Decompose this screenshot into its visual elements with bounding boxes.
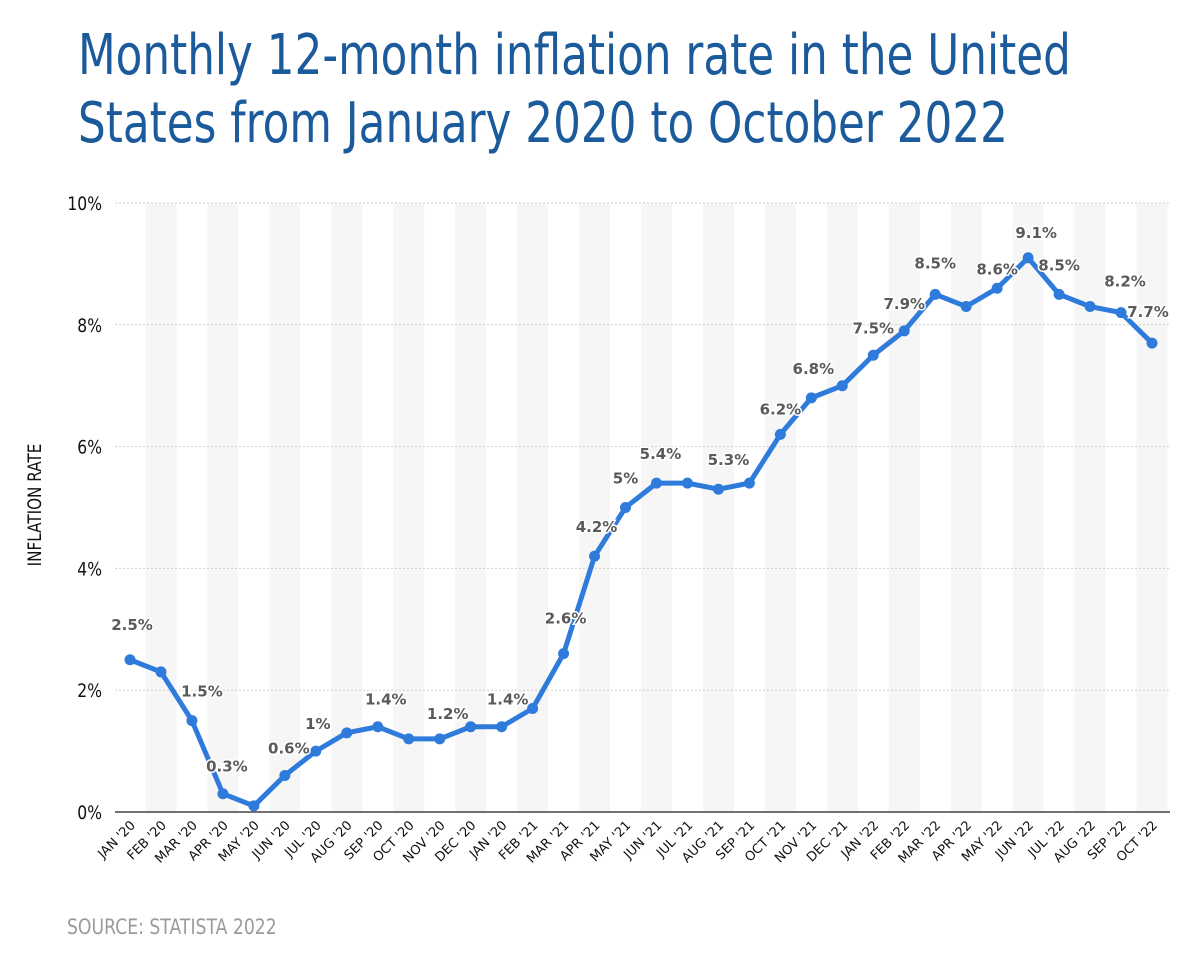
data-point [496, 721, 508, 733]
data-label: 1.5% [181, 683, 223, 701]
data-point [836, 380, 848, 392]
data-point [620, 502, 632, 513]
data-label: 8.5% [1038, 256, 1080, 274]
data-point [867, 349, 879, 361]
background-stripe [702, 203, 734, 812]
data-point [403, 733, 415, 745]
data-point [527, 702, 539, 714]
data-point [310, 745, 322, 757]
data-point [681, 477, 693, 489]
data-point [1115, 307, 1127, 319]
data-label: 5.4% [640, 445, 682, 463]
data-point [372, 721, 384, 733]
data-point [774, 428, 786, 440]
background-stripe [331, 203, 363, 812]
data-label: 4.2% [576, 518, 618, 536]
data-label: 1.4% [487, 691, 529, 709]
data-label: 5% [613, 470, 638, 488]
background-stripe [455, 203, 487, 812]
data-point [960, 301, 972, 313]
source-note: SOURCE: STATISTA 2022 [67, 915, 277, 939]
data-point [465, 721, 477, 733]
background-stripe [393, 203, 425, 812]
data-label: 1.2% [427, 705, 469, 723]
background-stripe [1012, 203, 1044, 812]
data-point [1053, 288, 1065, 300]
data-label: 2.6% [545, 610, 587, 628]
background-stripe [950, 203, 982, 812]
background-stripe [579, 203, 611, 812]
data-label: 0.3% [206, 758, 248, 776]
y-tick-label: 4% [77, 559, 102, 581]
y-tick-label: 8% [77, 315, 102, 337]
data-label: 8.5% [914, 254, 956, 272]
data-label: 1% [305, 715, 330, 733]
data-point [929, 288, 941, 300]
data-label: 5.3% [708, 451, 750, 469]
data-point [155, 666, 167, 678]
y-axis-ticks: 0% 2% 4% 6% 8% 10% [67, 194, 102, 825]
data-label: 8.6% [976, 260, 1018, 278]
background-stripe [207, 203, 239, 812]
background-stripe [1074, 203, 1106, 812]
background-stripe [517, 203, 549, 812]
data-point [805, 392, 817, 404]
data-point [186, 715, 198, 727]
data-labels: 2.5% 1.5% 0.3% 0.6% 1% 1.4% 1.2% 1.4% 2.6% 4.2% 5%… [110, 222, 1171, 777]
data-point [1146, 337, 1158, 349]
data-point [991, 282, 1003, 294]
data-label: 2.5% [111, 616, 153, 634]
data-label: 8.2% [1104, 273, 1146, 291]
data-label: 1.4% [365, 691, 407, 709]
data-label: 7.9% [883, 295, 925, 313]
data-point [898, 325, 910, 337]
data-point [712, 483, 724, 495]
data-label: 9.1% [1015, 224, 1057, 242]
data-point [743, 477, 755, 489]
data-label: 7.7% [1127, 303, 1169, 321]
data-point [279, 769, 291, 781]
data-points [124, 252, 1158, 812]
series-line-inflation [129, 255, 1154, 809]
y-tick-label: 6% [77, 437, 102, 459]
data-label: 6.2% [760, 400, 802, 418]
data-point [589, 550, 601, 562]
y-tick-label: 0% [77, 803, 102, 825]
data-point [1084, 301, 1096, 313]
data-point [248, 800, 260, 812]
data-point [341, 727, 353, 739]
background-stripe [641, 203, 672, 812]
y-tick-label: 10% [67, 194, 102, 216]
data-label: 0.6% [268, 739, 310, 757]
data-point [650, 477, 662, 489]
background-stripes [145, 203, 1168, 812]
background-stripe [888, 203, 920, 812]
data-point [124, 654, 136, 666]
data-point [217, 788, 229, 800]
y-tick-label: 2% [77, 681, 102, 703]
data-label: 7.5% [852, 319, 894, 337]
background-stripe [1136, 203, 1168, 812]
background-stripe [764, 203, 796, 812]
background-stripe [826, 203, 858, 812]
data-point [434, 733, 446, 745]
background-stripe [145, 203, 177, 812]
background-stripe [269, 203, 301, 812]
chart-title: Monthly 12-month inflation rate in the U… [78, 23, 1071, 156]
data-point [1022, 252, 1034, 264]
data-label: 6.8% [793, 360, 835, 378]
data-point [558, 648, 570, 660]
